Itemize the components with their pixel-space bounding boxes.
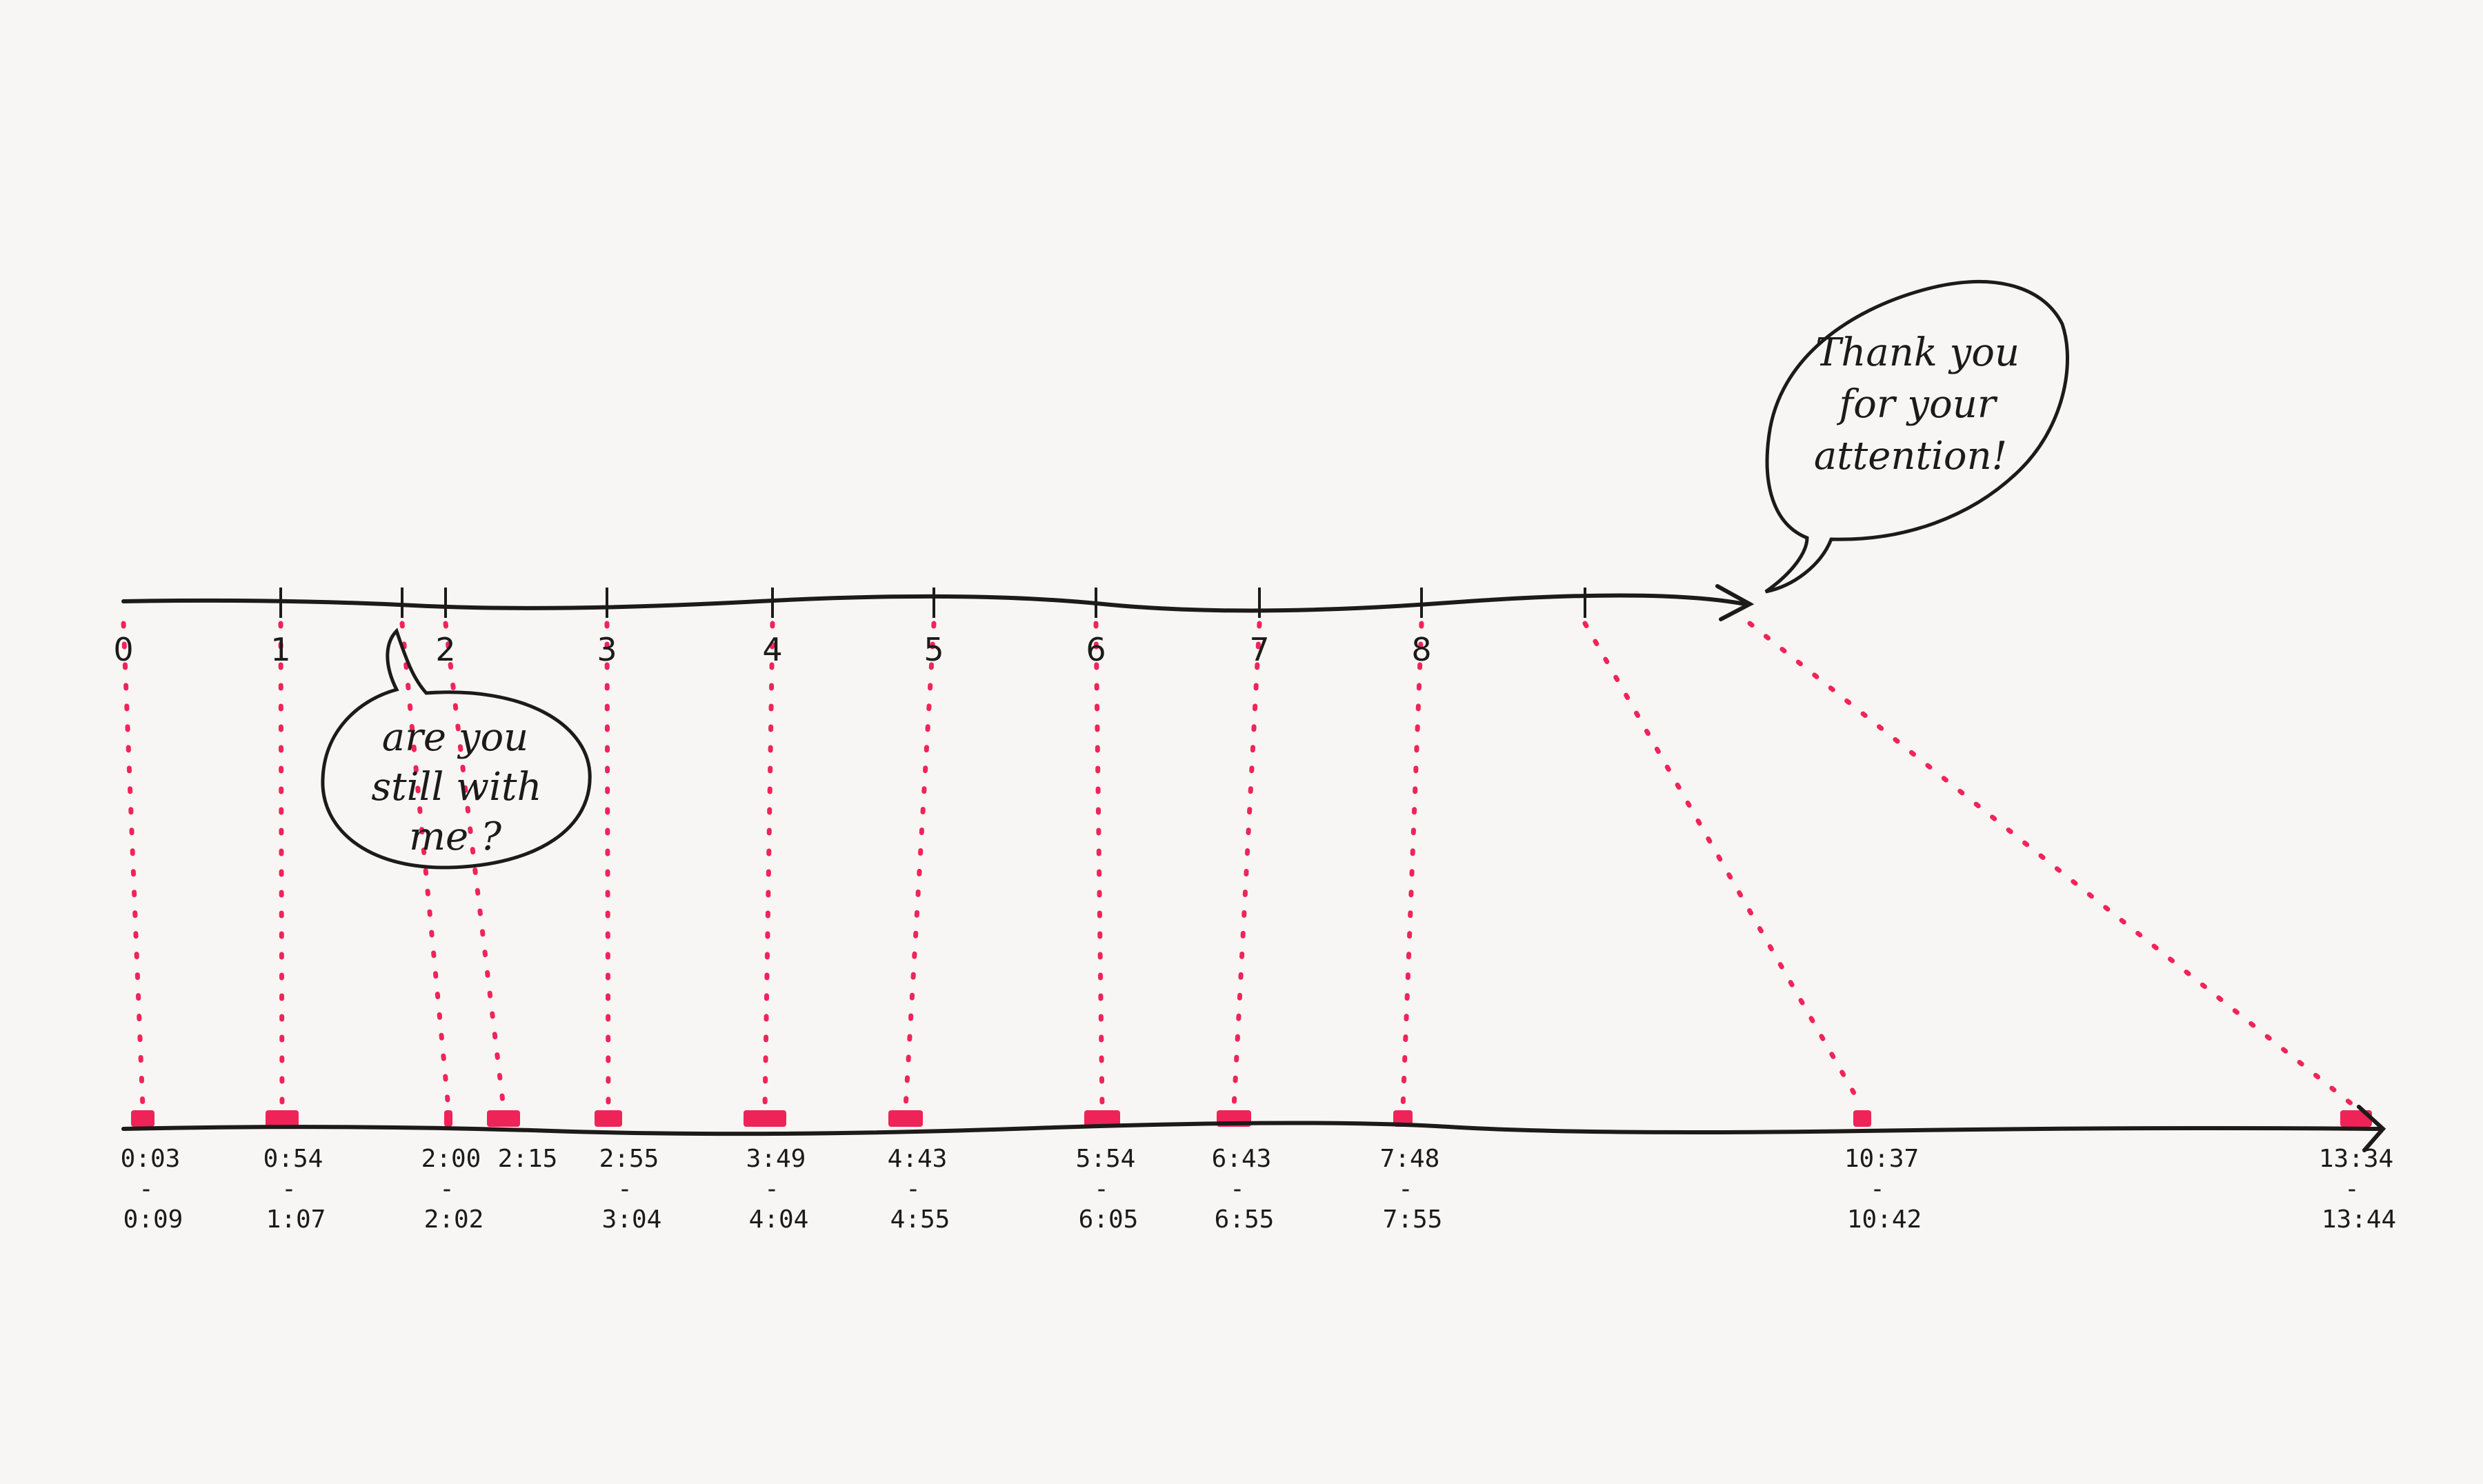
dotted-mapping-line <box>1093 621 1105 1110</box>
time-range-label: 4:43-4:55 <box>888 1145 950 1234</box>
time-start: 2:15 <box>498 1145 558 1173</box>
top-axis-label: 1 <box>270 631 290 668</box>
top-axis <box>121 593 1747 613</box>
time-range-label: 7:48-7:55 <box>1380 1145 1443 1234</box>
bottom-marks <box>131 1110 2372 1127</box>
bubble-text-line: still with <box>371 765 541 810</box>
time-end: 6:05 <box>1079 1205 1139 1234</box>
time-end: 6:55 <box>1215 1205 1275 1234</box>
time-start: 0:54 <box>263 1145 323 1173</box>
dotted-mapping-line <box>903 621 937 1110</box>
top-axis-label: 2 <box>435 631 455 668</box>
time-separator: - <box>1230 1175 1245 1203</box>
highlight-mark <box>595 1110 622 1127</box>
highlight-mark <box>1853 1110 1871 1127</box>
top-ticks <box>279 588 1586 618</box>
bottom-axis-arrowhead <box>2357 1105 2386 1152</box>
highlight-mark <box>744 1110 786 1127</box>
mapping-lines <box>121 621 2359 1110</box>
highlight-mark <box>2340 1110 2372 1127</box>
dotted-mapping-line <box>1582 621 1865 1110</box>
top-axis-label: 8 <box>1411 631 1431 668</box>
top-axis-arrowhead <box>1715 584 1755 621</box>
time-separator: - <box>439 1175 455 1203</box>
time-separator: - <box>617 1175 632 1203</box>
time-start: 3:49 <box>746 1145 806 1173</box>
time-separator: - <box>2344 1175 2360 1203</box>
time-separator: - <box>1870 1175 1885 1203</box>
highlight-mark <box>266 1110 299 1127</box>
time-range-label: 3:49-4:04 <box>746 1145 809 1234</box>
time-start: 10:37 <box>1844 1145 1919 1173</box>
dotted-mapping-line <box>604 621 611 1110</box>
highlight-mark <box>131 1110 154 1127</box>
time-start: 2:00 <box>421 1145 481 1173</box>
bubble-text-line: attention! <box>1814 434 2007 479</box>
time-range-label: 13:34-13:44 <box>2319 1145 2396 1234</box>
bottom-axis <box>121 1121 2382 1136</box>
time-end: 2:02 <box>424 1205 484 1234</box>
time-start: 13:34 <box>2319 1145 2393 1173</box>
highlight-mark <box>444 1110 452 1127</box>
top-axis-label: 3 <box>597 631 617 668</box>
top-axis-label: 4 <box>762 631 782 668</box>
speech-bubble-thank-you: Thank you for your attention! <box>1764 279 2069 594</box>
time-end: 7:55 <box>1383 1205 1443 1234</box>
time-end: 0:09 <box>123 1205 183 1234</box>
top-axis-label: 6 <box>1086 631 1106 668</box>
bubble-text-line: me ? <box>409 814 502 859</box>
time-separator: - <box>906 1175 921 1203</box>
time-separator: - <box>764 1175 779 1203</box>
bubble-text-line: for your <box>1836 382 1997 427</box>
time-end: 1:07 <box>266 1205 326 1234</box>
dotted-mapping-line <box>443 621 506 1110</box>
dotted-mapping-line <box>1231 621 1262 1110</box>
time-separator: - <box>1094 1175 1109 1203</box>
time-start: 2:55 <box>599 1145 659 1173</box>
top-axis-label: 7 <box>1249 631 1269 668</box>
time-range-label: 10:37-10:42 <box>1844 1145 1922 1234</box>
dotted-mapping-line <box>762 621 775 1110</box>
time-range-label: 6:43-6:55 <box>1212 1145 1275 1234</box>
top-axis-label: 5 <box>924 631 944 668</box>
time-separator: - <box>281 1175 297 1203</box>
time-end: 13:44 <box>2322 1205 2396 1234</box>
dotted-mapping-line <box>121 621 146 1110</box>
time-range-label: 2:55-3:04 <box>599 1145 662 1234</box>
highlight-mark <box>487 1110 520 1127</box>
time-separator: - <box>1398 1175 1413 1203</box>
top-labels: 0 1 2 3 4 5 6 7 8 <box>113 631 1431 668</box>
time-start: 4:43 <box>888 1145 948 1173</box>
time-range-label: 2:00-2:02 <box>421 1145 484 1234</box>
bubble-text-line: are you <box>382 715 529 760</box>
time-range-label: 0:54-1:07 <box>263 1145 326 1234</box>
time-end: 3:04 <box>602 1205 662 1234</box>
dotted-mapping-line <box>278 621 285 1110</box>
time-start: 7:48 <box>1380 1145 1440 1173</box>
time-end: 4:55 <box>890 1205 950 1234</box>
time-range-label: 0:03-0:09 <box>121 1145 183 1234</box>
time-range-label: 5:54-6:05 <box>1076 1145 1139 1234</box>
bottom-labels: 0:03-0:090:54-1:072:00-2:022:15 2:55-3:04… <box>121 1145 2397 1234</box>
dotted-mapping-line <box>1747 621 2359 1110</box>
top-axis-label: 0 <box>113 631 133 668</box>
speech-bubble-still-with-me: are you still with me ? <box>321 628 592 870</box>
time-start: 6:43 <box>1212 1145 1272 1173</box>
time-end: 4:04 <box>749 1205 809 1234</box>
bubble-text-line: Thank you <box>1815 330 2020 375</box>
dotted-mapping-line <box>399 621 451 1110</box>
time-start: 5:54 <box>1076 1145 1136 1173</box>
highlight-mark <box>888 1110 923 1127</box>
highlight-mark <box>1084 1110 1120 1127</box>
time-range-label: 2:15 <box>498 1145 558 1173</box>
time-end: 10:42 <box>1847 1205 1922 1234</box>
dotted-mapping-line <box>1400 621 1424 1110</box>
time-separator: - <box>139 1175 154 1203</box>
time-start: 0:03 <box>121 1145 181 1173</box>
